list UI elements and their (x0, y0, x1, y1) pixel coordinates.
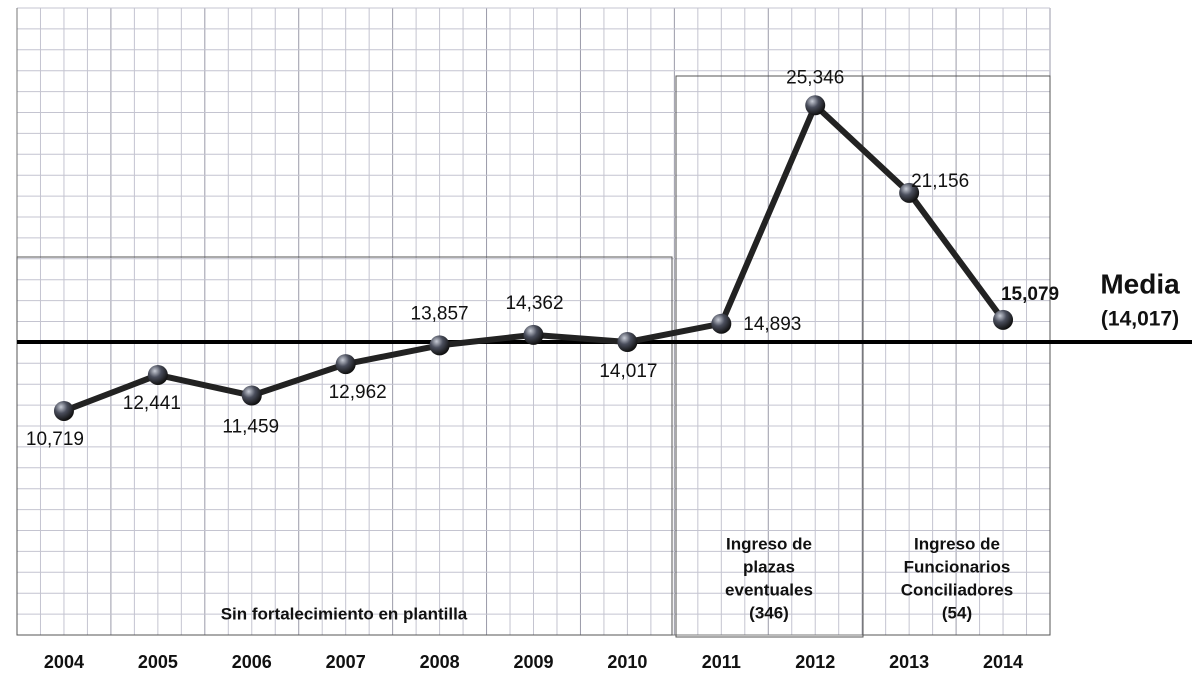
x-tick-label: 2005 (138, 652, 178, 672)
data-label: 12,962 (329, 382, 387, 403)
annotation: Funcionarios (904, 557, 1011, 576)
data-label: 10,719 (26, 429, 84, 450)
data-label: 14,362 (505, 293, 563, 314)
data-label: 14,017 (599, 361, 657, 382)
x-tick-label: 2014 (983, 652, 1023, 672)
x-tick-label: 2013 (889, 652, 929, 672)
grid (16, 7, 1051, 636)
marker (335, 354, 356, 375)
x-tick-label: 2004 (44, 652, 84, 672)
data-label: 21,156 (911, 171, 969, 192)
data-label: 11,459 (222, 417, 279, 438)
mean-title: Media (1100, 268, 1180, 299)
x-tick-label: 2008 (420, 652, 460, 672)
data-label: 25,346 (786, 67, 844, 88)
annotation: (346) (749, 603, 789, 622)
x-tick-label: 2006 (232, 652, 272, 672)
annotation: plazas (743, 557, 795, 576)
annotation: (54) (942, 603, 972, 622)
period-box (16, 256, 673, 636)
marker (147, 364, 168, 385)
marker (899, 182, 920, 203)
data-label: 12,441 (123, 393, 181, 414)
marker (241, 385, 262, 406)
x-tick-label: 2007 (326, 652, 366, 672)
x-tick-label: 2012 (795, 652, 835, 672)
marker (429, 335, 450, 356)
annotation: Conciliadores (901, 580, 1013, 599)
mean-label: (14,017) (1101, 308, 1179, 331)
content: 2004 2005 2006 2007 2008 2009 2010 2011 2012 2013… (17, 67, 1192, 672)
x-tick-label: 2011 (702, 652, 741, 672)
marker (711, 313, 732, 334)
marker (53, 400, 74, 421)
annotation: Ingreso de (726, 534, 812, 553)
period-box (862, 75, 1051, 636)
marker (805, 95, 826, 116)
data-label: 14,893 (743, 314, 801, 335)
marker (617, 332, 638, 353)
x-tick-label: 2009 (513, 652, 553, 672)
annotation: eventuales (725, 580, 813, 599)
annotation: Ingreso de (914, 534, 1000, 553)
x-tick-label: 2010 (607, 652, 647, 672)
annotation: Sin fortalecimiento en plantilla (221, 604, 468, 623)
data-label: 13,857 (411, 303, 469, 324)
data-label: 15,079 (1001, 284, 1059, 305)
marker (523, 324, 544, 345)
marker (993, 309, 1014, 330)
